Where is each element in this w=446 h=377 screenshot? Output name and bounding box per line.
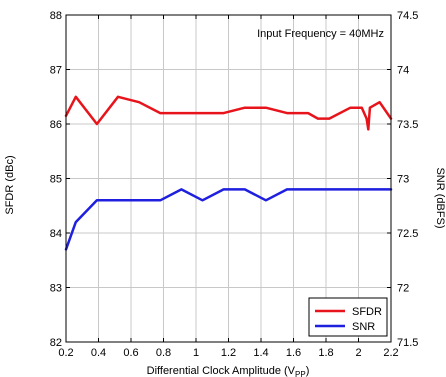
legend-label-snr: SNR (352, 321, 375, 333)
x-axis-title-close: ) (306, 365, 310, 377)
x-tick-label: 1.2 (221, 347, 236, 359)
y-right-tick-label: 72.5 (397, 228, 418, 240)
series-line-snr (64, 188, 393, 251)
y-left-tick-label: 87 (50, 65, 62, 77)
x-tick-label: 0.2 (58, 347, 73, 359)
y-left-tick-label: 84 (50, 228, 62, 240)
y-left-tick-label: 85 (50, 174, 62, 186)
y-right-tick-label: 72 (397, 283, 409, 295)
x-tick-label: 1.6 (286, 347, 301, 359)
y-left-tick-label: 82 (50, 337, 62, 349)
x-tick-label: 2 (355, 347, 361, 359)
x-tick-label: 0.6 (123, 347, 138, 359)
x-tick-label: 1 (193, 347, 199, 359)
y-axis-left-title: SFDR (dBc) (4, 155, 16, 214)
legend-box (308, 297, 388, 337)
y-axis-right-title: SNR (dBFS) (434, 167, 446, 228)
y-right-tick-label: 74 (397, 65, 409, 77)
y-right-tick-label: 71.5 (397, 337, 418, 349)
series-line-sfdr (64, 95, 393, 131)
y-right-tick-label: 73.5 (397, 119, 418, 131)
tick-marks (65, 14, 392, 343)
y-left-tick-label: 86 (50, 119, 62, 131)
gridlines (66, 15, 391, 342)
x-tick-label: 1.8 (318, 347, 333, 359)
y-right-tick-label: 73 (397, 174, 409, 186)
x-axis-title-main: Differential Clock Amplitude (V (147, 365, 296, 377)
x-tick-label: 0.8 (156, 347, 171, 359)
y-left-tick-label: 88 (50, 10, 62, 22)
x-axis-title: Differential Clock Amplitude (VPP) (147, 365, 310, 377)
legend-label-sfdr: SFDR (352, 306, 382, 318)
legend: SFDR SNR (308, 297, 388, 337)
x-tick-label: 1.4 (253, 347, 268, 359)
plot-lines (64, 95, 393, 251)
x-axis-title-subscript: PP (295, 370, 306, 377)
y-left-tick-label: 83 (50, 283, 62, 295)
annotation-input-frequency: Input Frequency = 40MHz (257, 28, 384, 40)
y-right-tick-label: 74.5 (397, 10, 418, 22)
x-tick-label: 0.4 (91, 347, 106, 359)
tick-labels: 0.2 0.4 0.6 0.8 1 1.2 1.4 1.6 1.8 2 2.2 82 83 84 85 86 8… (50, 10, 419, 359)
x-tick-label: 2.2 (383, 347, 398, 359)
